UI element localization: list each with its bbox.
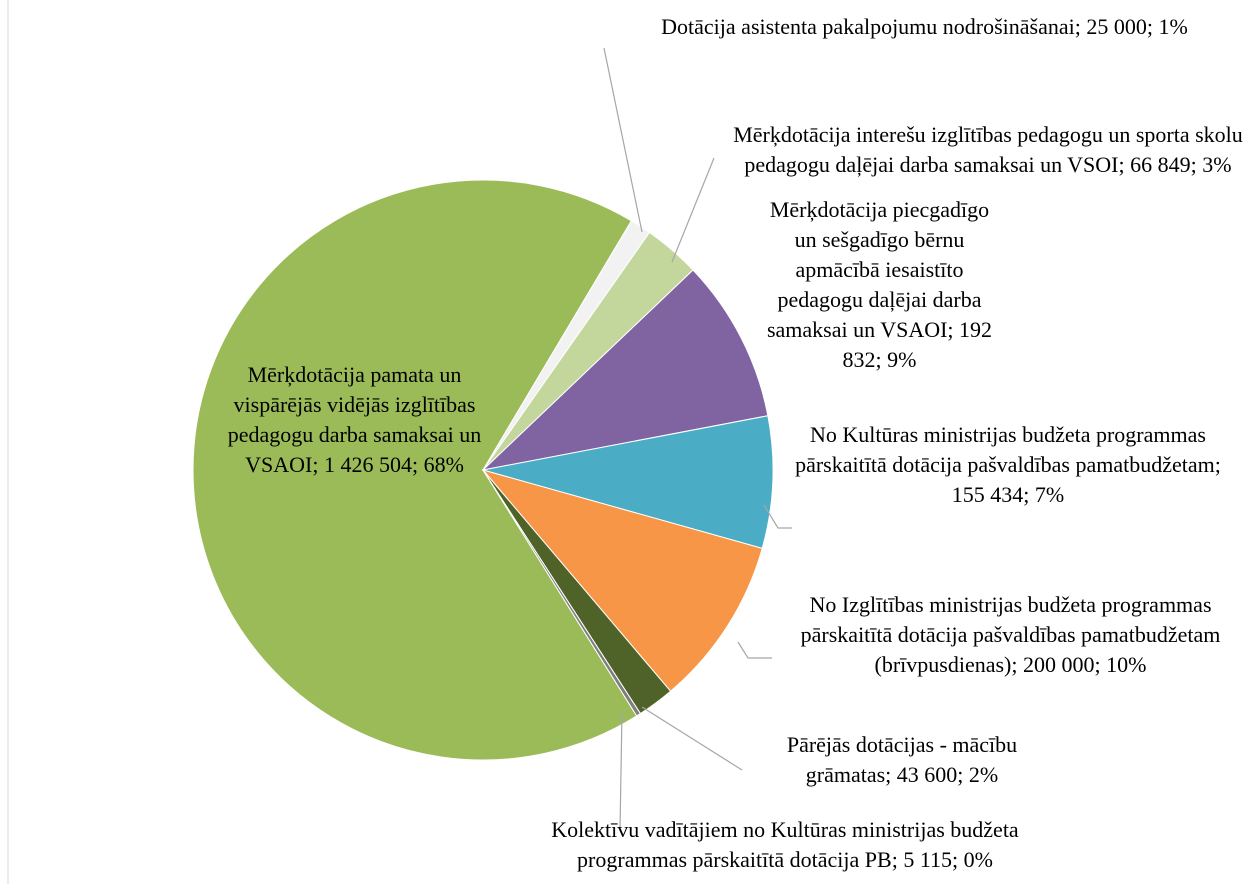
category-name: Pārējās dotācijas - mācību grāmatas — [786, 732, 1018, 787]
value-label: 5 115 — [903, 847, 952, 872]
pie-slice — [192, 179, 638, 761]
data-label: Dotācija asistenta pakalpojumu nodrošinā… — [612, 12, 1237, 42]
percent-label: 0% — [963, 847, 993, 872]
value-label: 155 434 — [951, 482, 1024, 507]
category-name: Kolektīvu vadītājiem no Kultūras ministr… — [551, 817, 1019, 872]
separator: ; — [1074, 14, 1087, 39]
separator: ; — [1094, 652, 1107, 677]
leader-line — [671, 157, 715, 263]
value-label: 200 000 — [1023, 652, 1095, 677]
leader-line — [763, 504, 792, 529]
separator: ; — [1118, 152, 1131, 177]
pie-slice — [482, 469, 642, 717]
category-name: Mērķdotācija pamata un vispārējās vidējā… — [227, 362, 482, 477]
data-label: Mērķdotācija piecgadīgo un sešgadīgo bēr… — [762, 195, 997, 375]
value-label: 25 000 — [1086, 14, 1147, 39]
separator: ; — [891, 847, 904, 872]
data-label: Kolektīvu vadītājiem no Kultūras ministr… — [515, 815, 1055, 875]
data-label: Mērķdotācija pamata un vispārējās vidējā… — [222, 360, 487, 480]
percent-label: 10% — [1106, 652, 1147, 677]
category-name: No Kultūras ministrijas budžeta programm… — [795, 422, 1215, 477]
separator: ; — [952, 847, 964, 872]
separator: ; — [1190, 152, 1203, 177]
percent-label: 1% — [1158, 14, 1188, 39]
separator: ; — [411, 452, 424, 477]
leader-line — [737, 641, 772, 659]
leader-line — [603, 47, 643, 233]
pie-slice — [481, 269, 769, 471]
data-label: Pārējās dotācijas - mācību grāmatas; 43 … — [742, 730, 1062, 790]
category-name: Mērķdotācija interešu izglītības pedagog… — [733, 122, 1243, 177]
separator: ; — [957, 762, 969, 787]
data-label: No Izglītības ministrijas budžeta progra… — [773, 590, 1248, 680]
leader-line — [641, 706, 743, 771]
value-label: 192 832 — [842, 317, 993, 372]
data-label: Mērķdotācija interešu izglītības pedagog… — [728, 120, 1248, 180]
value-label: 43 600 — [896, 762, 958, 787]
percent-label: 2% — [968, 762, 999, 787]
pie-slice — [481, 469, 763, 692]
separator: ; — [1146, 14, 1159, 39]
separator: ; — [875, 347, 888, 372]
value-label: 1 426 504 — [323, 452, 412, 477]
separator: ; — [1011, 652, 1024, 677]
separator: ; — [1214, 452, 1221, 477]
category-name: No Izglītības ministrijas budžeta progra… — [800, 592, 1221, 677]
pie-slice — [482, 415, 774, 549]
category-name: Dotācija asistenta pakalpojumu nodrošinā… — [661, 14, 1075, 39]
percent-label: 9% — [887, 347, 917, 372]
percent-label: 3% — [1202, 152, 1232, 177]
value-label: 66 849 — [1130, 152, 1191, 177]
separator: ; — [885, 762, 897, 787]
data-label: No Kultūras ministrijas budžeta programm… — [788, 420, 1228, 510]
separator: ; — [1023, 482, 1035, 507]
category-name: Mērķdotācija piecgadīgo un sešgadīgo bēr… — [766, 197, 990, 342]
separator: ; — [947, 317, 960, 342]
percent-label: 7% — [1034, 482, 1065, 507]
separator: ; — [312, 452, 324, 477]
leader-line — [619, 711, 623, 831]
percent-label: 68% — [423, 452, 464, 477]
